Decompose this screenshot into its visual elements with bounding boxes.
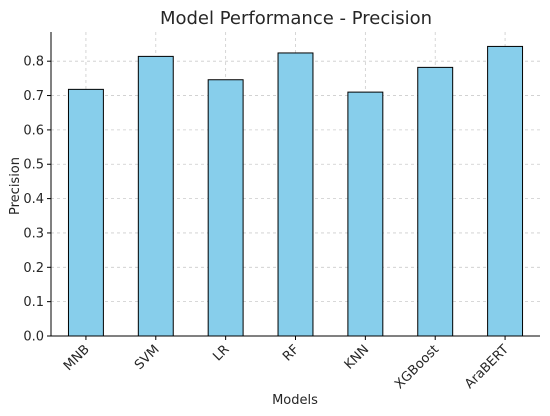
- bars: [67, 45, 524, 337]
- bar-lr: [207, 79, 244, 337]
- y-tick-label: 0.7: [23, 89, 44, 104]
- bar-mnb: [67, 88, 104, 337]
- x-tick-label: RF: [280, 342, 302, 364]
- y-tick-label: 0.4: [23, 192, 44, 207]
- x-tick-label: XGBoost: [392, 342, 442, 392]
- x-tick-label: KNN: [342, 342, 372, 372]
- x-tick-label: AraBERT: [462, 342, 512, 392]
- bar-knn: [347, 91, 384, 337]
- y-tick-label: 0.1: [23, 295, 44, 310]
- bar-arabert: [487, 45, 524, 337]
- x-tick-label: SVM: [132, 342, 163, 373]
- chart-title: Model Performance - Precision: [160, 8, 432, 29]
- bar-rf: [277, 52, 314, 337]
- y-axis-ticks: 0.0 0.1 0.2 0.3 0.4 0.5 0.6 0.7 0.8: [23, 55, 51, 345]
- y-tick-label: 0.6: [23, 123, 44, 138]
- y-tick-label: 0.0: [23, 330, 44, 345]
- bar-svm: [137, 55, 174, 337]
- y-tick-label: 0.5: [23, 158, 44, 173]
- y-tick-label: 0.2: [23, 261, 44, 276]
- x-axis-title: Models: [272, 393, 318, 408]
- y-axis-title: Precision: [8, 157, 23, 215]
- x-tick-label: LR: [210, 342, 232, 364]
- x-tick-label: MNB: [61, 342, 93, 374]
- x-axis-ticks: MNB SVM LR RF KNN XGBoost AraBERT: [61, 336, 512, 392]
- y-tick-label: 0.8: [23, 55, 44, 70]
- y-tick-label: 0.3: [23, 226, 44, 241]
- bar-xgboost: [417, 66, 454, 337]
